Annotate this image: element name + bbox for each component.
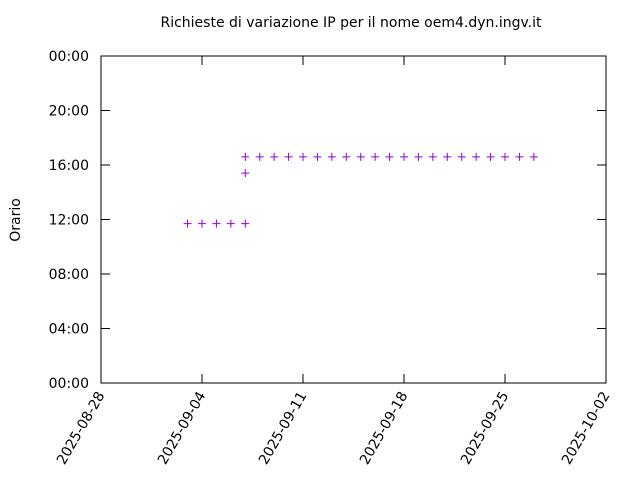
y-tick-label: 08:00 <box>49 267 89 283</box>
point <box>428 152 437 161</box>
point <box>212 219 221 228</box>
y-tick-label: 20:00 <box>49 104 89 120</box>
plot-border <box>100 55 607 384</box>
point <box>313 152 322 161</box>
point <box>486 152 495 161</box>
x-tick-label: 2025-09-25 <box>458 389 513 467</box>
point <box>284 152 293 161</box>
point <box>342 152 351 161</box>
point <box>356 152 365 161</box>
point <box>270 152 279 161</box>
point <box>226 219 235 228</box>
point <box>183 219 192 228</box>
y-tick-label: 16:00 <box>49 158 89 174</box>
point <box>414 152 423 161</box>
y-tick-label: 04:00 <box>49 322 89 338</box>
x-tick-label: 2025-09-11 <box>256 389 311 467</box>
point <box>299 152 307 161</box>
point <box>241 169 250 178</box>
point <box>371 152 380 161</box>
point <box>327 152 336 161</box>
point <box>400 152 408 161</box>
x-tick-label: 2025-08-28 <box>54 389 109 467</box>
x-tick-label: 2025-09-18 <box>357 389 412 467</box>
y-tick-label: 00:00 <box>49 49 89 65</box>
point <box>241 219 250 228</box>
point <box>385 152 394 161</box>
point <box>255 152 264 161</box>
chart-title: Richieste di variazione IP per il nome o… <box>160 15 542 31</box>
x-tick-label: 2025-10-02 <box>559 389 614 467</box>
point <box>241 152 250 161</box>
point <box>472 152 481 161</box>
point <box>501 152 509 161</box>
point <box>443 152 452 161</box>
point <box>198 219 206 228</box>
y-tick-label: 12:00 <box>49 213 89 229</box>
x-tick-label: 2025-09-04 <box>155 389 210 468</box>
y-axis-label: Orario <box>8 198 24 242</box>
point <box>515 152 524 161</box>
y-tick-label: 00:00 <box>49 376 89 392</box>
point <box>457 152 466 161</box>
point <box>529 152 538 161</box>
